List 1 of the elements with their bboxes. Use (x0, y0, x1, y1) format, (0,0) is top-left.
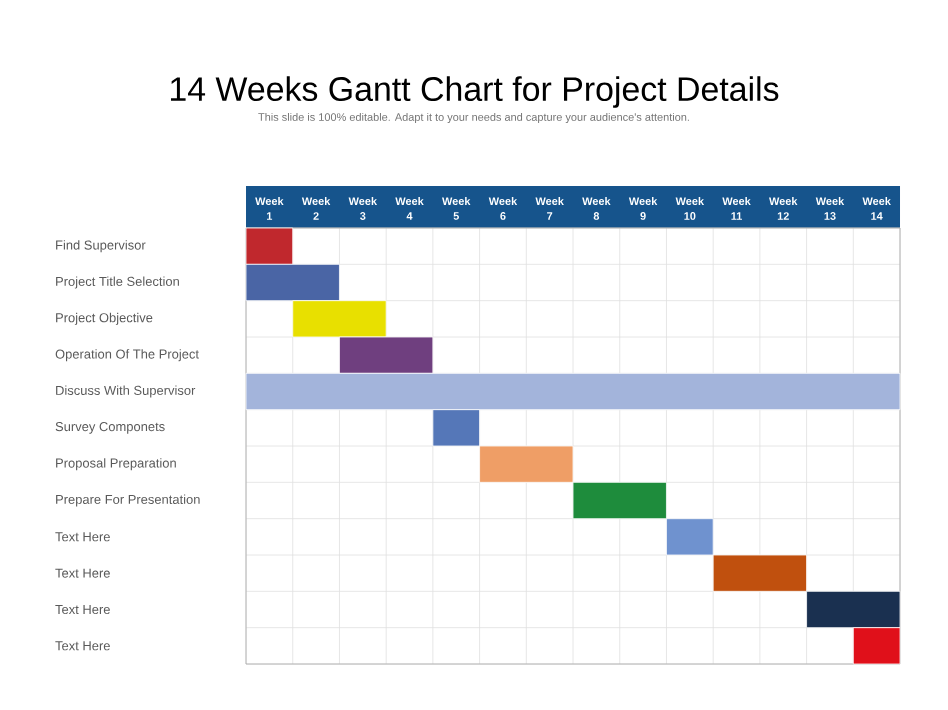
chart-title: 14 Weeks Gantt Chart for Project Details (170, 76, 779, 108)
